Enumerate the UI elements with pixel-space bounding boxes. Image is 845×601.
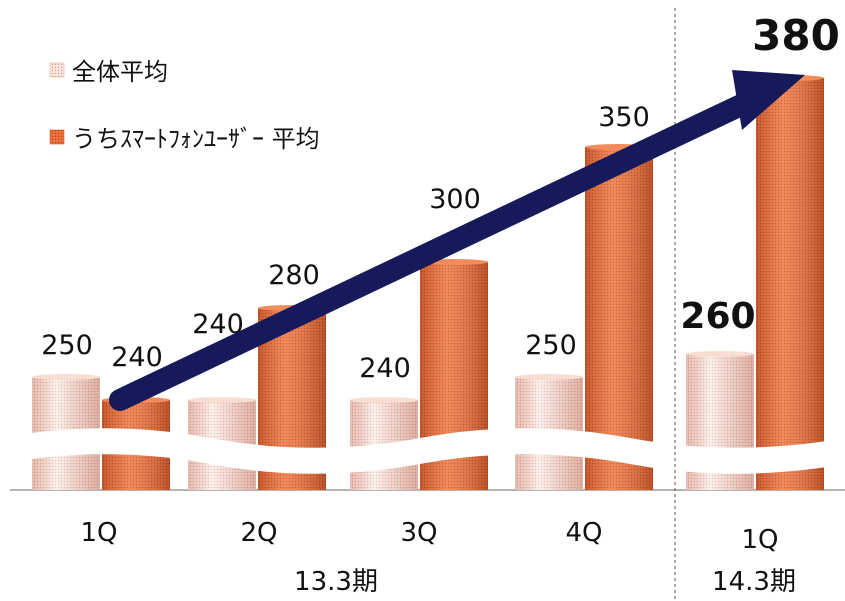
value-label-s1-3: 240	[359, 353, 411, 384]
legend-label-smartphone: うちｽﾏｰﾄﾌｫﾝﾕｰｻﾞｰ 平均	[72, 125, 320, 153]
bar-cap-s1-3	[350, 397, 418, 403]
category-label-3: 3Q	[400, 518, 437, 548]
legend: 全体平均 うちｽﾏｰﾄﾌｫﾝﾕｰｻﾞｰ 平均	[49, 58, 320, 153]
trend-arrow-shaft	[109, 85, 771, 411]
period-label-14-3: 14.3期	[712, 567, 796, 597]
category-label-1: 1Q	[80, 518, 117, 548]
legend-swatch-overall	[49, 62, 65, 78]
trend-arrow-head	[732, 70, 805, 130]
category-label-2: 2Q	[240, 518, 277, 548]
period-label-13-3: 13.3期	[294, 567, 378, 597]
legend-swatch-smartphone	[49, 129, 65, 145]
bar-shade-s2-5	[756, 78, 824, 490]
bar-cap-s1-1	[32, 374, 100, 380]
value-label-s2-4: 350	[598, 102, 650, 133]
value-label-s2-1: 240	[111, 342, 163, 373]
value-label-s1-4: 250	[525, 330, 577, 361]
bar-cap-s1-4	[515, 374, 583, 380]
category-label-4: 4Q	[565, 518, 602, 548]
axis-break-band	[0, 428, 845, 474]
value-label-s2-3: 300	[429, 184, 481, 215]
value-label-s2-5: 380	[752, 11, 840, 60]
bar-cap-s1-5	[686, 351, 754, 357]
legend-label-overall: 全体平均	[72, 58, 168, 86]
category-label-5: 1Q	[741, 525, 778, 555]
value-label-s1-1: 250	[41, 330, 93, 361]
bar-cap-s1-2	[188, 397, 256, 403]
value-label-s1-5: 260	[680, 296, 755, 337]
value-label-s2-2: 280	[268, 260, 320, 291]
